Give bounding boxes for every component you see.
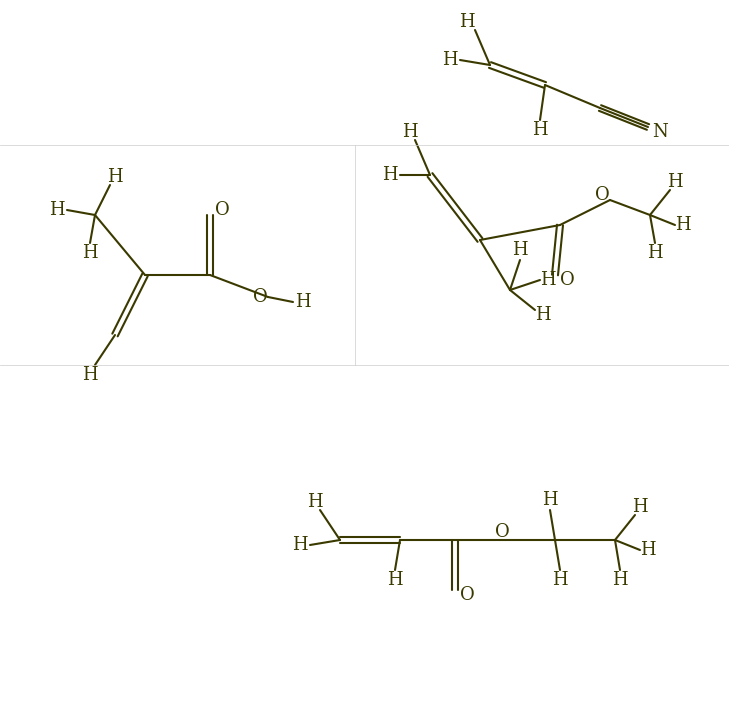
Text: H: H — [675, 216, 691, 234]
Text: O: O — [494, 523, 510, 541]
Text: H: H — [540, 271, 555, 289]
Text: H: H — [667, 173, 683, 191]
Text: H: H — [82, 244, 98, 262]
Text: O: O — [595, 186, 609, 204]
Text: H: H — [535, 306, 551, 324]
Text: H: H — [640, 541, 656, 559]
Text: H: H — [295, 293, 311, 311]
Text: O: O — [253, 288, 268, 306]
Text: O: O — [459, 586, 475, 604]
Text: H: H — [107, 168, 122, 186]
Text: H: H — [612, 571, 628, 589]
Text: H: H — [443, 51, 458, 69]
Text: H: H — [292, 536, 308, 554]
Text: O: O — [560, 271, 574, 289]
Text: H: H — [512, 241, 528, 259]
Text: H: H — [632, 498, 648, 516]
Text: H: H — [459, 13, 475, 31]
Text: H: H — [387, 571, 403, 589]
Text: H: H — [647, 244, 663, 262]
Text: H: H — [307, 493, 323, 511]
Text: H: H — [82, 366, 98, 384]
Text: H: H — [49, 201, 65, 219]
Text: O: O — [214, 201, 230, 219]
Text: H: H — [382, 166, 398, 184]
Text: H: H — [402, 123, 418, 141]
Text: N: N — [652, 123, 668, 141]
Text: H: H — [532, 121, 547, 139]
Text: H: H — [552, 571, 568, 589]
Text: H: H — [542, 491, 558, 509]
